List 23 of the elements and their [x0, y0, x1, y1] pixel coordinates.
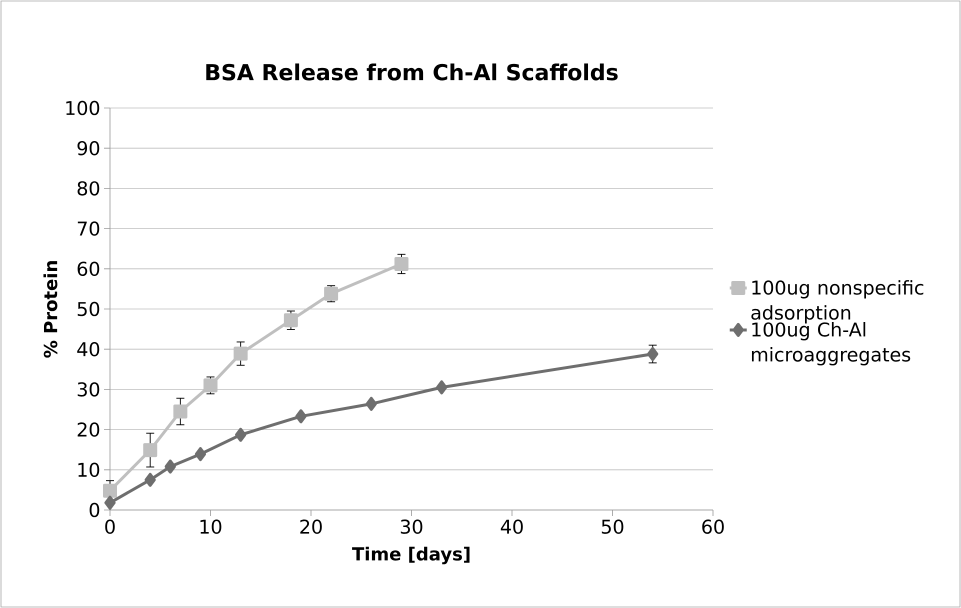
y-tick-label: 60: [78, 262, 100, 276]
y-tick-label: 10: [78, 462, 100, 477]
y-tick-label: 100: [66, 100, 100, 116]
y-tick-label: 20: [78, 422, 100, 437]
y-tick-label: 80: [78, 181, 100, 196]
legend-label: 100ug Ch-Al microaggregates: [752, 322, 910, 366]
chart-title: BSA Release from Ch-Al Scaffolds: [206, 63, 618, 80]
x-tick-label: 0: [105, 520, 115, 534]
y-axis-title: % Protein: [43, 261, 58, 358]
x-tick-label: 30: [400, 520, 422, 534]
y-tick-label: 70: [78, 221, 100, 236]
y-tick-label: 50: [78, 302, 100, 316]
y-tick-label: 90: [78, 141, 100, 156]
y-tick-label: 0: [90, 502, 100, 518]
x-tick-label: 50: [602, 520, 624, 534]
x-tick-label: 10: [200, 520, 222, 534]
x-tick-label: 40: [500, 520, 523, 534]
x-tick-label: 20: [300, 520, 322, 534]
legend-label: 100ug nonspecific adsorption: [751, 280, 924, 324]
x-axis-title: Time [days]: [352, 546, 470, 564]
y-tick-label: 40: [77, 342, 100, 356]
x-tick-label: 60: [702, 520, 724, 534]
y-tick-label: 30: [78, 382, 100, 397]
